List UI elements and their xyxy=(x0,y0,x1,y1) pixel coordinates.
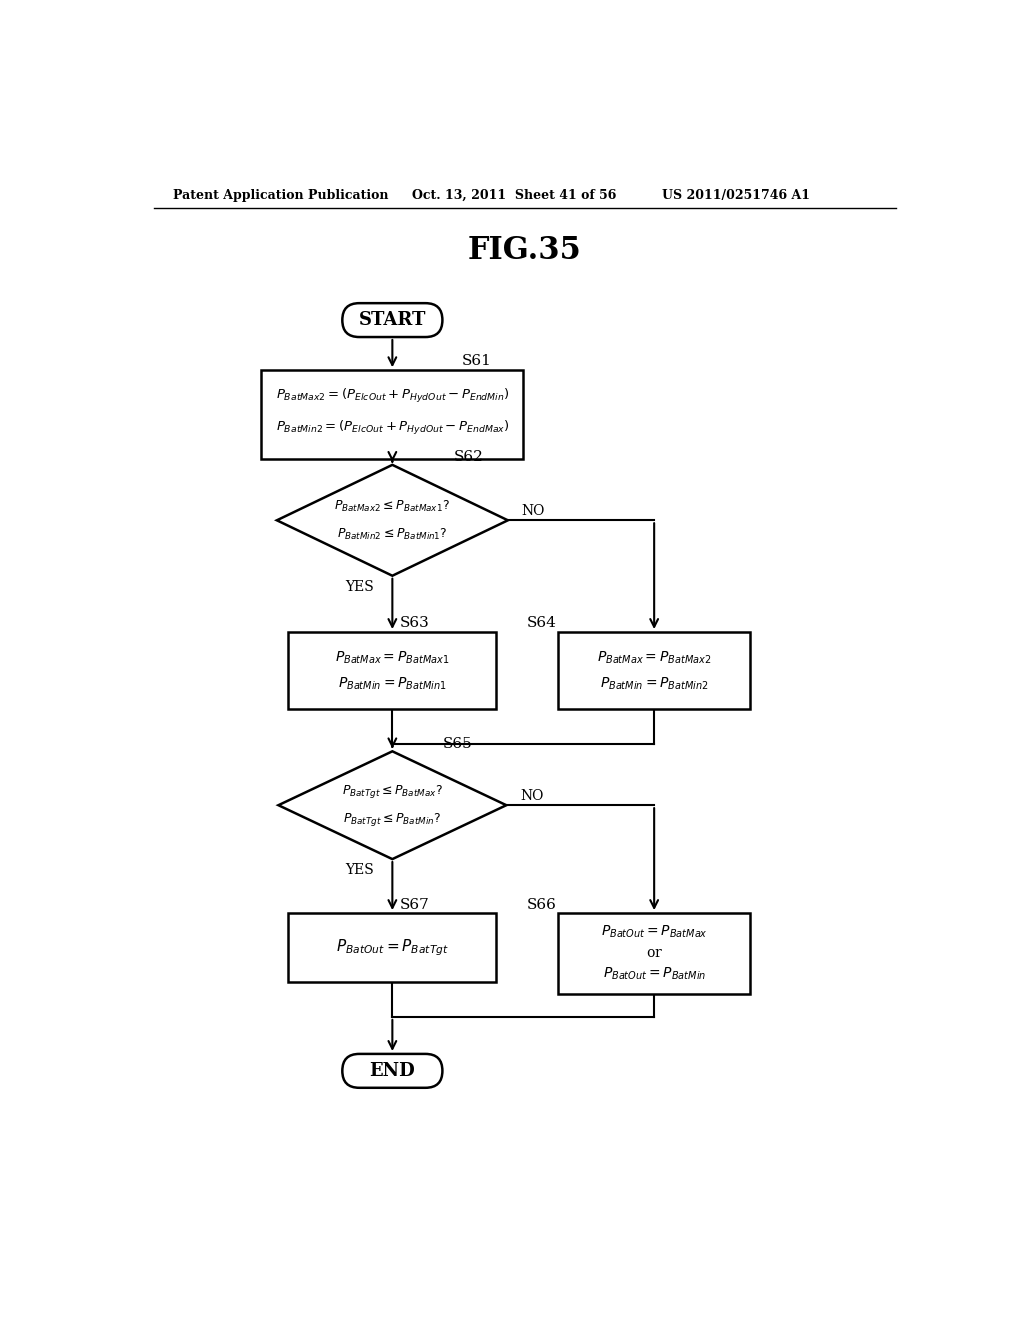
Text: $P_{BatMin}=P_{BatMin2}$: $P_{BatMin}=P_{BatMin2}$ xyxy=(600,676,709,692)
Text: START: START xyxy=(358,312,426,329)
Text: S66: S66 xyxy=(527,898,557,912)
FancyBboxPatch shape xyxy=(558,913,751,994)
FancyBboxPatch shape xyxy=(342,1053,442,1088)
Text: $P_{BatMax}=P_{BatMax2}$: $P_{BatMax}=P_{BatMax2}$ xyxy=(597,649,712,665)
FancyBboxPatch shape xyxy=(342,304,442,337)
Polygon shape xyxy=(276,465,508,576)
Text: $\mathregular{or}$: $\mathregular{or}$ xyxy=(646,946,663,960)
Text: $P_{BatOut}=P_{BatMin}$: $P_{BatOut}=P_{BatMin}$ xyxy=(602,966,706,982)
Text: Patent Application Publication: Patent Application Publication xyxy=(173,189,388,202)
Text: S64: S64 xyxy=(527,616,557,631)
Text: $P_{BatTgt}\leq P_{BatMax}?$: $P_{BatTgt}\leq P_{BatMax}?$ xyxy=(342,783,442,800)
Text: S65: S65 xyxy=(442,737,472,751)
Text: $P_{BatMax}=P_{BatMax1}$: $P_{BatMax}=P_{BatMax1}$ xyxy=(335,649,450,665)
Polygon shape xyxy=(279,751,506,859)
Text: $P_{BatMin}=P_{BatMin1}$: $P_{BatMin}=P_{BatMin1}$ xyxy=(338,676,446,692)
Text: YES: YES xyxy=(346,863,375,876)
Text: S61: S61 xyxy=(462,354,492,368)
Text: S62: S62 xyxy=(454,450,483,465)
Text: $P_{BatMax2}=(P_{ElcOut}+P_{HydOut}-P_{EndMin})$: $P_{BatMax2}=(P_{ElcOut}+P_{HydOut}-P_{E… xyxy=(275,387,509,404)
FancyBboxPatch shape xyxy=(261,370,523,459)
Text: S63: S63 xyxy=(400,616,430,631)
Text: US 2011/0251746 A1: US 2011/0251746 A1 xyxy=(662,189,810,202)
Text: YES: YES xyxy=(346,579,375,594)
Text: $P_{BatMin2}=(P_{ElcOut}+P_{HydOut}-P_{EndMax})$: $P_{BatMin2}=(P_{ElcOut}+P_{HydOut}-P_{E… xyxy=(275,418,509,437)
Text: END: END xyxy=(370,1061,416,1080)
Text: $P_{BatOut}=P_{BatMax}$: $P_{BatOut}=P_{BatMax}$ xyxy=(601,924,708,940)
FancyBboxPatch shape xyxy=(558,632,751,709)
FancyBboxPatch shape xyxy=(289,913,497,982)
Text: NO: NO xyxy=(521,504,545,517)
Text: $P_{BatMin2}\leq P_{BatMin1}?$: $P_{BatMin2}\leq P_{BatMin1}?$ xyxy=(337,527,447,541)
Text: $P_{BatOut}=P_{BatTgt}$: $P_{BatOut}=P_{BatTgt}$ xyxy=(336,937,449,958)
Text: NO: NO xyxy=(520,789,544,803)
FancyBboxPatch shape xyxy=(289,632,497,709)
Text: $P_{BatTgt}\leq P_{BatMin}?$: $P_{BatTgt}\leq P_{BatMin}?$ xyxy=(343,810,441,828)
Text: S67: S67 xyxy=(400,898,430,912)
Text: FIG.35: FIG.35 xyxy=(468,235,582,267)
Text: $P_{BatMax2}\leq P_{BatMax1}?$: $P_{BatMax2}\leq P_{BatMax1}?$ xyxy=(335,499,451,513)
Text: Oct. 13, 2011  Sheet 41 of 56: Oct. 13, 2011 Sheet 41 of 56 xyxy=(412,189,616,202)
